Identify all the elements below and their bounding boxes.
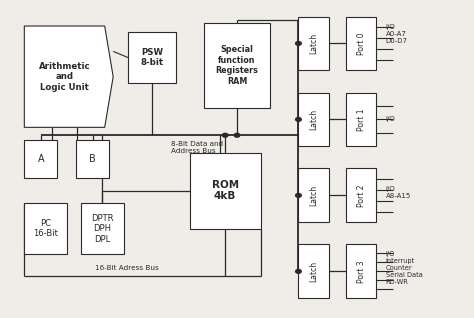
- Text: A: A: [37, 154, 44, 164]
- Polygon shape: [24, 26, 113, 127]
- Text: Special
function
Registers
RAM: Special function Registers RAM: [216, 45, 258, 86]
- Circle shape: [222, 133, 228, 137]
- Text: Arithmetic
and
Logic Unit: Arithmetic and Logic Unit: [39, 62, 91, 92]
- Bar: [128, 32, 175, 83]
- Bar: [346, 93, 376, 146]
- Bar: [81, 203, 124, 254]
- Bar: [346, 245, 376, 298]
- Text: I/O
A0-A7
D0-D7: I/O A0-A7 D0-D7: [386, 24, 408, 44]
- Text: DPTR
DPH
DPL: DPTR DPH DPL: [91, 214, 114, 244]
- Text: I/O
Interrupt
Counter
Serial Data
RD-WR: I/O Interrupt Counter Serial Data RD-WR: [386, 251, 423, 285]
- Circle shape: [296, 118, 301, 121]
- Circle shape: [296, 269, 301, 273]
- Bar: [346, 169, 376, 222]
- Text: Latch: Latch: [310, 33, 319, 54]
- Text: 8-Bit Data and
Address Bus: 8-Bit Data and Address Bus: [171, 142, 223, 155]
- Text: Port 2: Port 2: [356, 184, 365, 207]
- Text: ROM
4kB: ROM 4kB: [211, 180, 239, 202]
- Text: I/O
A8-A15: I/O A8-A15: [386, 186, 411, 199]
- Text: 16-Bit Adress Bus: 16-Bit Adress Bus: [95, 265, 159, 271]
- Bar: [24, 203, 67, 254]
- Circle shape: [234, 133, 240, 137]
- Text: Latch: Latch: [310, 185, 319, 206]
- Bar: [299, 93, 329, 146]
- Bar: [76, 140, 109, 178]
- Text: Port 3: Port 3: [356, 260, 365, 283]
- Text: B: B: [90, 154, 96, 164]
- Bar: [299, 169, 329, 222]
- Bar: [346, 17, 376, 70]
- Bar: [190, 153, 261, 229]
- Text: I/O: I/O: [386, 116, 396, 122]
- Bar: [299, 17, 329, 70]
- Text: PC
16-Bit: PC 16-Bit: [33, 219, 58, 238]
- Circle shape: [296, 194, 301, 197]
- Bar: [204, 23, 270, 108]
- Text: Port 0: Port 0: [356, 32, 365, 55]
- Circle shape: [296, 42, 301, 45]
- Bar: [24, 140, 57, 178]
- Text: Latch: Latch: [310, 109, 319, 130]
- Bar: [299, 245, 329, 298]
- Text: PSW
8-bit: PSW 8-bit: [140, 48, 164, 67]
- Text: Port 1: Port 1: [356, 108, 365, 131]
- Text: Latch: Latch: [310, 261, 319, 282]
